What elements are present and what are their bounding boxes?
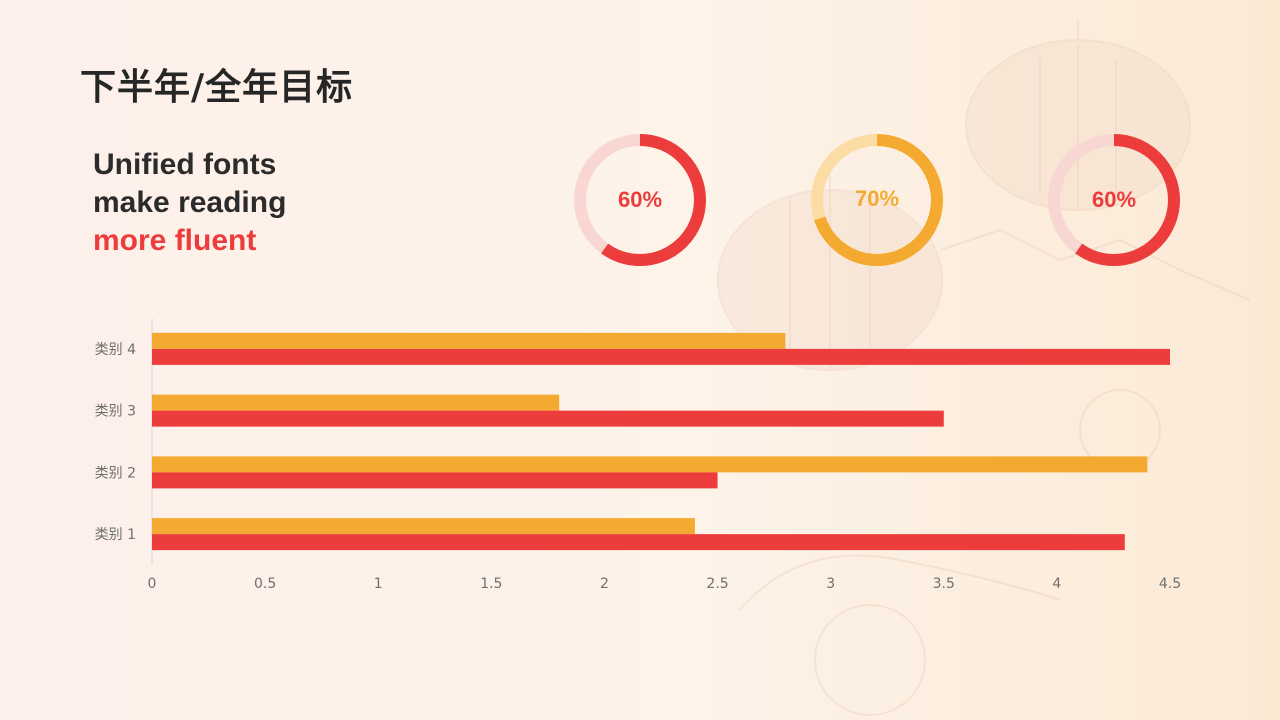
bar-series-2-cat-1 (152, 534, 1125, 551)
donut-chart-3: 60% (1046, 132, 1182, 268)
y-tick-label: 类别 3 (95, 404, 136, 420)
donut-chart-1: 60% (572, 132, 708, 268)
bar-series-1-cat-4 (152, 332, 786, 349)
donut-progress-arc (574, 134, 706, 266)
bar-series-2-cat-3 (152, 410, 944, 427)
tagline-line-3: more fluent (93, 224, 257, 257)
y-tick-label: 类别 1 (95, 527, 136, 543)
x-tick-label: 4 (1052, 576, 1061, 592)
tagline-line-1: Unified fonts (93, 148, 277, 181)
x-tick-label: 1 (374, 576, 383, 592)
bar-series-2-cat-2 (152, 472, 718, 489)
bar-series-1-cat-1 (152, 518, 695, 535)
x-tick-label: 2.5 (706, 576, 728, 592)
page-title: 下半年/全年目标 (80, 67, 354, 108)
x-tick-label: 0.5 (254, 576, 276, 592)
x-tick-label: 4.5 (1159, 576, 1181, 592)
x-tick-label: 0 (148, 576, 157, 592)
x-tick-label: 1.5 (480, 576, 502, 592)
x-tick-label: 2 (600, 576, 609, 592)
bar-series-2-cat-4 (152, 348, 1170, 365)
x-tick-label: 3 (826, 576, 835, 592)
tagline: Unified fonts make reading more fluent (93, 146, 286, 260)
x-tick-label: 3.5 (933, 576, 955, 592)
y-tick-label: 类别 2 (95, 465, 136, 481)
bar-series-1-cat-2 (152, 456, 1148, 473)
donut-value-label: 60% (617, 187, 663, 212)
donut-value-label: 60% (1091, 187, 1137, 212)
donut-progress-arc (1048, 134, 1180, 266)
donut-chart-2: 70% (809, 132, 945, 268)
donut-value-label: 70% (854, 186, 900, 211)
donut-progress-arc (811, 134, 943, 266)
y-tick-label: 类别 4 (95, 342, 136, 358)
tagline-line-2: make reading (93, 186, 287, 219)
bar-series-1-cat-3 (152, 394, 560, 411)
